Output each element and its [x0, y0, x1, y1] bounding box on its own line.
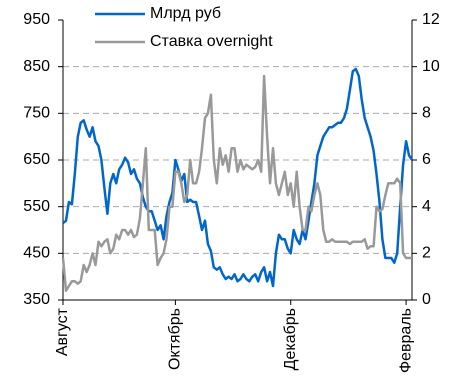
y-tick-label: 650 — [23, 151, 50, 168]
y2-tick-label: 2 — [422, 245, 431, 262]
y-tick-label: 350 — [23, 291, 50, 308]
y2-tick-label: 4 — [422, 198, 431, 215]
y-tick-label: 850 — [23, 58, 50, 75]
x-tick-label: Февраль — [397, 308, 414, 373]
line-series — [62, 67, 414, 288]
y-tick-label: 950 — [23, 11, 50, 28]
y2-tick-label: 10 — [422, 58, 440, 75]
y-tick-label: 750 — [23, 105, 50, 122]
legend-label: Млрд руб — [150, 5, 221, 22]
legend-label: Ставка overnight — [150, 33, 273, 50]
x-tick-label: Август — [54, 307, 71, 356]
y2-tick-label: 8 — [422, 105, 431, 122]
x-tick-label: Октябрь — [167, 308, 184, 370]
line-series — [61, 74, 412, 292]
y2-tick-label: 12 — [422, 11, 440, 28]
y2-tick-label: 6 — [422, 151, 431, 168]
x-tick-label: Декабрь — [282, 308, 299, 370]
y-tick-label: 450 — [23, 245, 50, 262]
y-tick-label: 550 — [23, 198, 50, 215]
y2-tick-label: 0 — [422, 291, 431, 308]
